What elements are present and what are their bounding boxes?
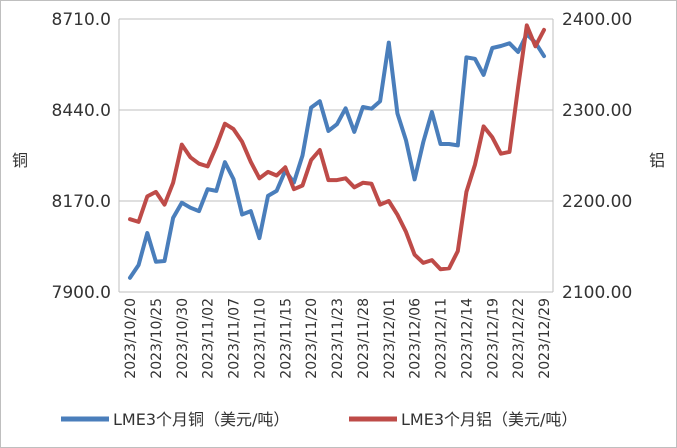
y-left-tick-label: 8440.0	[52, 101, 111, 121]
series-line-copper	[128, 32, 546, 280]
x-tick-label: 2023/11/23	[330, 298, 346, 379]
y-right-tick-label: 2300.00	[562, 101, 632, 121]
x-tick-label: 2023/12/19	[485, 298, 501, 379]
y-right-axis-title: 铝	[649, 151, 665, 170]
x-tick-label: 2023/12/06	[408, 298, 424, 379]
x-tick-label: 2023/11/28	[356, 298, 372, 379]
x-tick-label: 2023/11/20	[304, 298, 320, 379]
x-tick-label: 2023/11/02	[201, 298, 217, 379]
series-line-aluminum	[128, 23, 546, 272]
axes	[118, 19, 554, 292]
legend: LME3个月铜（美元/吨） LME3个月铝（美元/吨）	[61, 410, 577, 429]
y-right-tick-label: 2100.00	[562, 283, 632, 303]
y-right-tick-label: 2400.00	[562, 10, 632, 30]
y-left-axis-title: 铜	[12, 151, 28, 170]
y-right-tick-label: 2200.00	[562, 192, 632, 212]
y-left-tick-label: 8710.0	[52, 10, 111, 30]
x-tick-label: 2023/10/25	[149, 298, 165, 379]
legend-label-aluminum: LME3个月铝（美元/吨）	[401, 410, 577, 429]
x-tick-label: 2023/12/11	[434, 298, 450, 379]
y-right-tick-labels: 2100.00 2200.00 2300.00 2400.00	[562, 10, 632, 303]
y-left-tick-label: 8170.0	[52, 192, 111, 212]
x-tick-label: 2023/12/01	[382, 298, 398, 379]
x-tick-label: 2023/10/20	[123, 298, 139, 379]
x-tick-label: 2023/11/07	[227, 298, 243, 379]
x-tick-label: 2023/12/22	[511, 298, 527, 379]
legend-label-copper: LME3个月铜（美元/吨）	[113, 410, 289, 429]
x-tick-label: 2023/12/29	[537, 298, 553, 379]
series-lines	[128, 23, 546, 280]
x-tick-label: 2023/11/10	[252, 298, 268, 379]
y-left-tick-label: 7900.0	[52, 283, 111, 303]
gridlines	[119, 18, 553, 293]
x-tick-labels: 2023/10/20 2023/10/25 2023/10/30 2023/11/02…	[123, 298, 553, 379]
x-tick-label: 2023/12/14	[459, 298, 475, 379]
x-tick-label: 2023/11/15	[278, 298, 294, 379]
x-tick-label: 2023/10/30	[175, 298, 191, 379]
y-left-tick-labels: 7900.0 8170.0 8440.0 8710.0	[52, 10, 111, 303]
